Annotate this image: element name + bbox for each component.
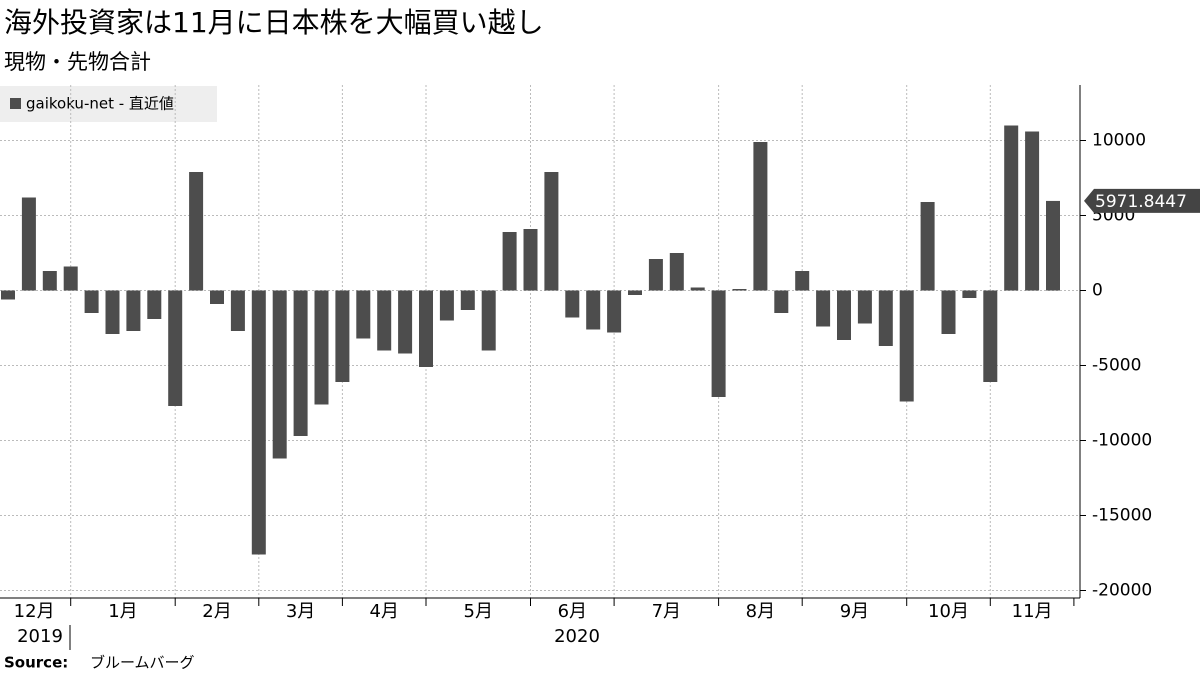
x-tick-label: 8月 [746,601,775,622]
bar [523,229,538,291]
bar [42,271,57,291]
bar [230,290,245,331]
x-tick-label: 1月 [108,601,137,622]
bar [335,290,350,382]
bar [293,290,308,436]
x-tick-label: 11月 [1012,601,1053,622]
year-label: 2019 [17,626,63,647]
bar [377,290,392,351]
y-tick-label: 0 [1092,281,1103,301]
bar [21,197,36,291]
bar [168,290,183,406]
bar [189,172,204,291]
bar [105,290,120,334]
bar [774,290,789,313]
x-tick-label: 5月 [464,601,493,622]
bar [648,259,663,291]
bar [251,290,266,555]
bar [711,290,726,397]
x-tick-label: 4月 [369,601,398,622]
x-tick-label: 2月 [202,601,231,622]
bar [460,290,475,310]
source: ブルームバーグ [90,654,195,672]
y-tick-label: -5000 [1092,356,1141,376]
bar [1025,131,1040,291]
bar [983,290,998,382]
bar [941,290,956,334]
bar [565,290,580,318]
bar [481,290,496,351]
y-tick-label: -10000 [1092,431,1152,451]
bar [795,271,810,291]
bar [878,290,893,346]
bar [816,290,831,327]
bar [419,290,433,367]
x-tick-label: 12月 [14,601,55,622]
x-tick-label: 10月 [928,601,969,622]
bar [1046,200,1060,291]
bar [147,290,162,319]
bar [899,290,914,402]
x-tick-label: 7月 [652,601,681,622]
legend-box [0,86,217,122]
bar [732,289,747,291]
source-label: Source: [4,654,68,672]
bar [857,290,872,324]
bar [272,290,287,459]
bar [356,290,371,339]
chart-title: 海外投資家は11月に日本株を大幅買い越し [4,6,544,39]
bar [753,142,768,291]
last-value-label: 5971.8447 [1095,192,1187,212]
bar [314,290,329,405]
chart-subtitle: 現物・先物合計 [4,50,151,74]
y-tick-label: -20000 [1092,581,1152,601]
bar [126,290,141,331]
bar [920,202,935,291]
year-label: 2020 [554,626,600,647]
bar [502,232,517,291]
last-value-box [1084,188,1200,213]
bar [837,290,851,340]
bar [690,287,705,291]
legend-label: gaikoku-net - 直近値 [26,95,174,113]
bar [607,290,622,333]
bar [63,266,78,291]
y-tick-label: -15000 [1092,506,1152,526]
bar [439,290,454,321]
x-tick-label: 9月 [840,601,869,622]
bar [586,290,601,330]
y-tick-label: 10000 [1092,131,1146,151]
x-tick-label: 3月 [286,601,315,622]
bar [1,290,15,300]
bar [84,290,99,313]
bar [628,290,642,295]
legend-swatch [10,98,21,109]
bar [210,290,224,304]
bar [398,290,413,354]
bar [669,253,684,291]
x-tick-label: 6月 [558,601,587,622]
bar [962,290,977,298]
bar [544,172,559,291]
bar [1004,125,1019,291]
